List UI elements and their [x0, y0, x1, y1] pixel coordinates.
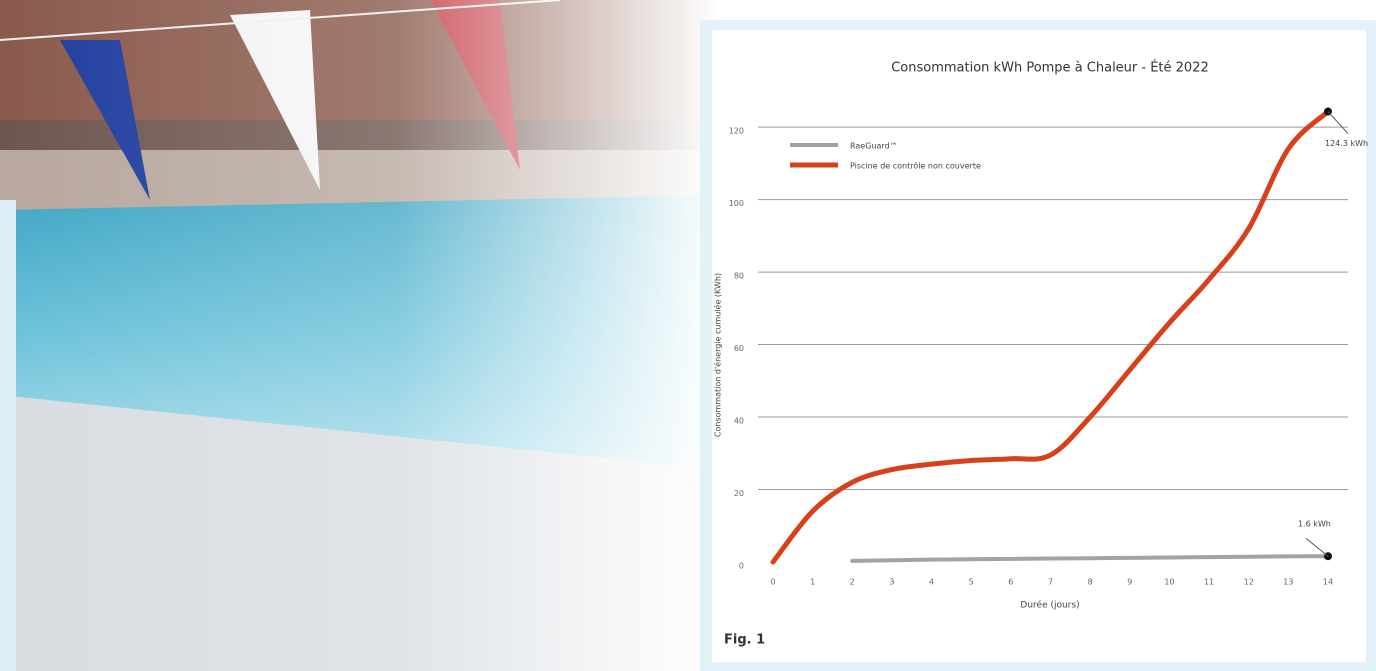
x-axis-label: Durée (jours): [1020, 600, 1079, 611]
x-tick-label: 6: [1008, 578, 1013, 587]
y-tick-label: 40: [734, 417, 744, 426]
x-tick-label: 8: [1088, 578, 1093, 587]
legend-label: Piscine de contrôle non couverte: [850, 161, 981, 171]
x-tick-label: 13: [1283, 578, 1293, 587]
x-tick-label: 2: [850, 578, 855, 587]
x-tick-label: 7: [1048, 578, 1053, 587]
x-tick-label: 14: [1323, 578, 1333, 587]
y-tick-label: 100: [729, 199, 744, 208]
x-tick-label: 4: [929, 578, 934, 587]
x-tick-label: 5: [969, 578, 974, 587]
x-tick-label: 0: [770, 578, 775, 587]
y-axis-label: Consommation d'énergie cumulée (KWh): [713, 273, 723, 437]
x-tick-label: 3: [889, 578, 894, 587]
y-tick-label: 60: [734, 344, 744, 353]
x-tick-label: 11: [1204, 578, 1214, 587]
annotation-leader: [1305, 537, 1329, 557]
chart-panel: [712, 30, 1366, 662]
y-tick-label: 120: [729, 127, 744, 136]
x-tick-label: 10: [1164, 578, 1174, 587]
annotation: 124.3 kWh: [1325, 139, 1368, 148]
annotation-leader: [1327, 111, 1349, 134]
annotation: 1.6 kWh: [1298, 520, 1331, 529]
x-tick-label: 9: [1127, 578, 1132, 587]
legend-label: RaeGuard™: [850, 142, 898, 151]
y-tick-label: 80: [734, 272, 744, 281]
background-photo: [0, 0, 720, 671]
series-line: [770, 109, 1331, 565]
y-tick-label: 0: [739, 562, 744, 571]
chart-title: Consommation kWh Pompe à Chaleur - Été 2…: [891, 60, 1209, 76]
x-tick-label: 1: [810, 578, 815, 587]
x-tick-label: 12: [1244, 578, 1254, 587]
series-line: [850, 554, 1330, 563]
caption: Fig. 1: [724, 633, 765, 648]
y-tick-label: 20: [734, 489, 744, 498]
